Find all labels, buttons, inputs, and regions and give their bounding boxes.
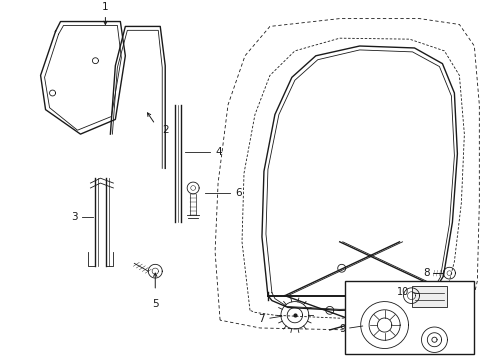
Text: 2: 2: [162, 125, 168, 135]
Text: 10: 10: [396, 287, 408, 297]
Text: 3: 3: [71, 212, 77, 222]
Text: 4: 4: [215, 147, 221, 157]
Text: 9: 9: [338, 324, 345, 334]
Bar: [344, 281, 473, 354]
Text: 1: 1: [102, 2, 108, 12]
Text: 6: 6: [235, 188, 241, 198]
Text: 8: 8: [422, 268, 428, 278]
Bar: [411, 286, 447, 307]
Text: 5: 5: [152, 298, 158, 309]
Text: 7: 7: [258, 314, 264, 324]
